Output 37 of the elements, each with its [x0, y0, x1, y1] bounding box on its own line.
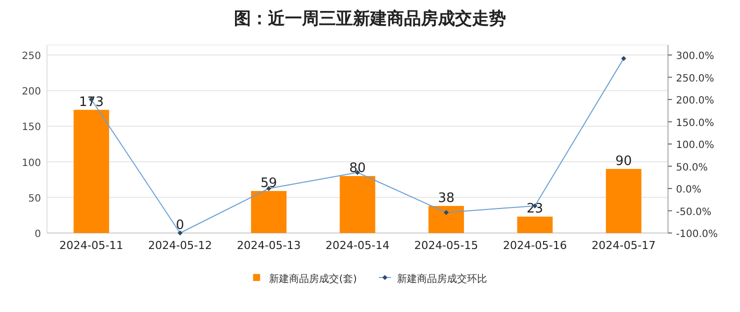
y2-tick-label: 300.0%	[676, 51, 714, 62]
y2-tick-label: 100.0%	[676, 140, 714, 151]
y-tick-label: 50	[28, 193, 41, 204]
x-tick-label: 2024-05-12	[148, 239, 212, 252]
x-tick-label: 2024-05-17	[592, 239, 656, 252]
data-label: 38	[438, 190, 454, 206]
y-tick-label: 100	[22, 158, 41, 169]
y2-tick-label: 150.0%	[676, 118, 714, 129]
y-tick-label: 0	[34, 229, 41, 240]
x-tick-label: 2024-05-15	[414, 239, 478, 252]
bar	[428, 206, 464, 233]
y-tick-label: 250	[22, 51, 41, 62]
bar	[340, 176, 376, 233]
y-tick-label: 150	[22, 122, 41, 134]
y2-tick-label: 250.0%	[676, 73, 714, 84]
x-tick-label: 2024-05-16	[502, 239, 567, 252]
x-tick-label: 2024-05-14	[326, 239, 390, 252]
bar	[606, 168, 642, 233]
data-label: 23	[526, 202, 544, 217]
chart-title: 图：近一周三亚新建商品房成交走势	[234, 9, 506, 29]
y2-tick-label: 200.0%	[676, 96, 714, 106]
data-label: 0	[176, 218, 184, 233]
y-tick-label: 200	[22, 86, 41, 98]
data-label: 80	[349, 161, 366, 176]
y2-tick-label: 50.0%	[676, 162, 708, 174]
data-label: 59	[260, 176, 278, 191]
legend-label: 新建商品房成交环比	[396, 273, 487, 285]
bar	[251, 190, 287, 233]
x-tick-label: 2024-05-11	[59, 239, 124, 252]
y2-tick-label: -50.0%	[676, 206, 712, 218]
bar	[74, 110, 110, 233]
x-tick-label: 2024-05-13	[236, 239, 301, 252]
y2-tick-label: 0.0%	[676, 184, 702, 196]
data-label: 90	[615, 154, 632, 169]
legend-label: 新建商品房成交(套)	[269, 273, 357, 285]
y2-tick-label: -100.0%	[676, 229, 718, 240]
bar	[517, 216, 553, 233]
